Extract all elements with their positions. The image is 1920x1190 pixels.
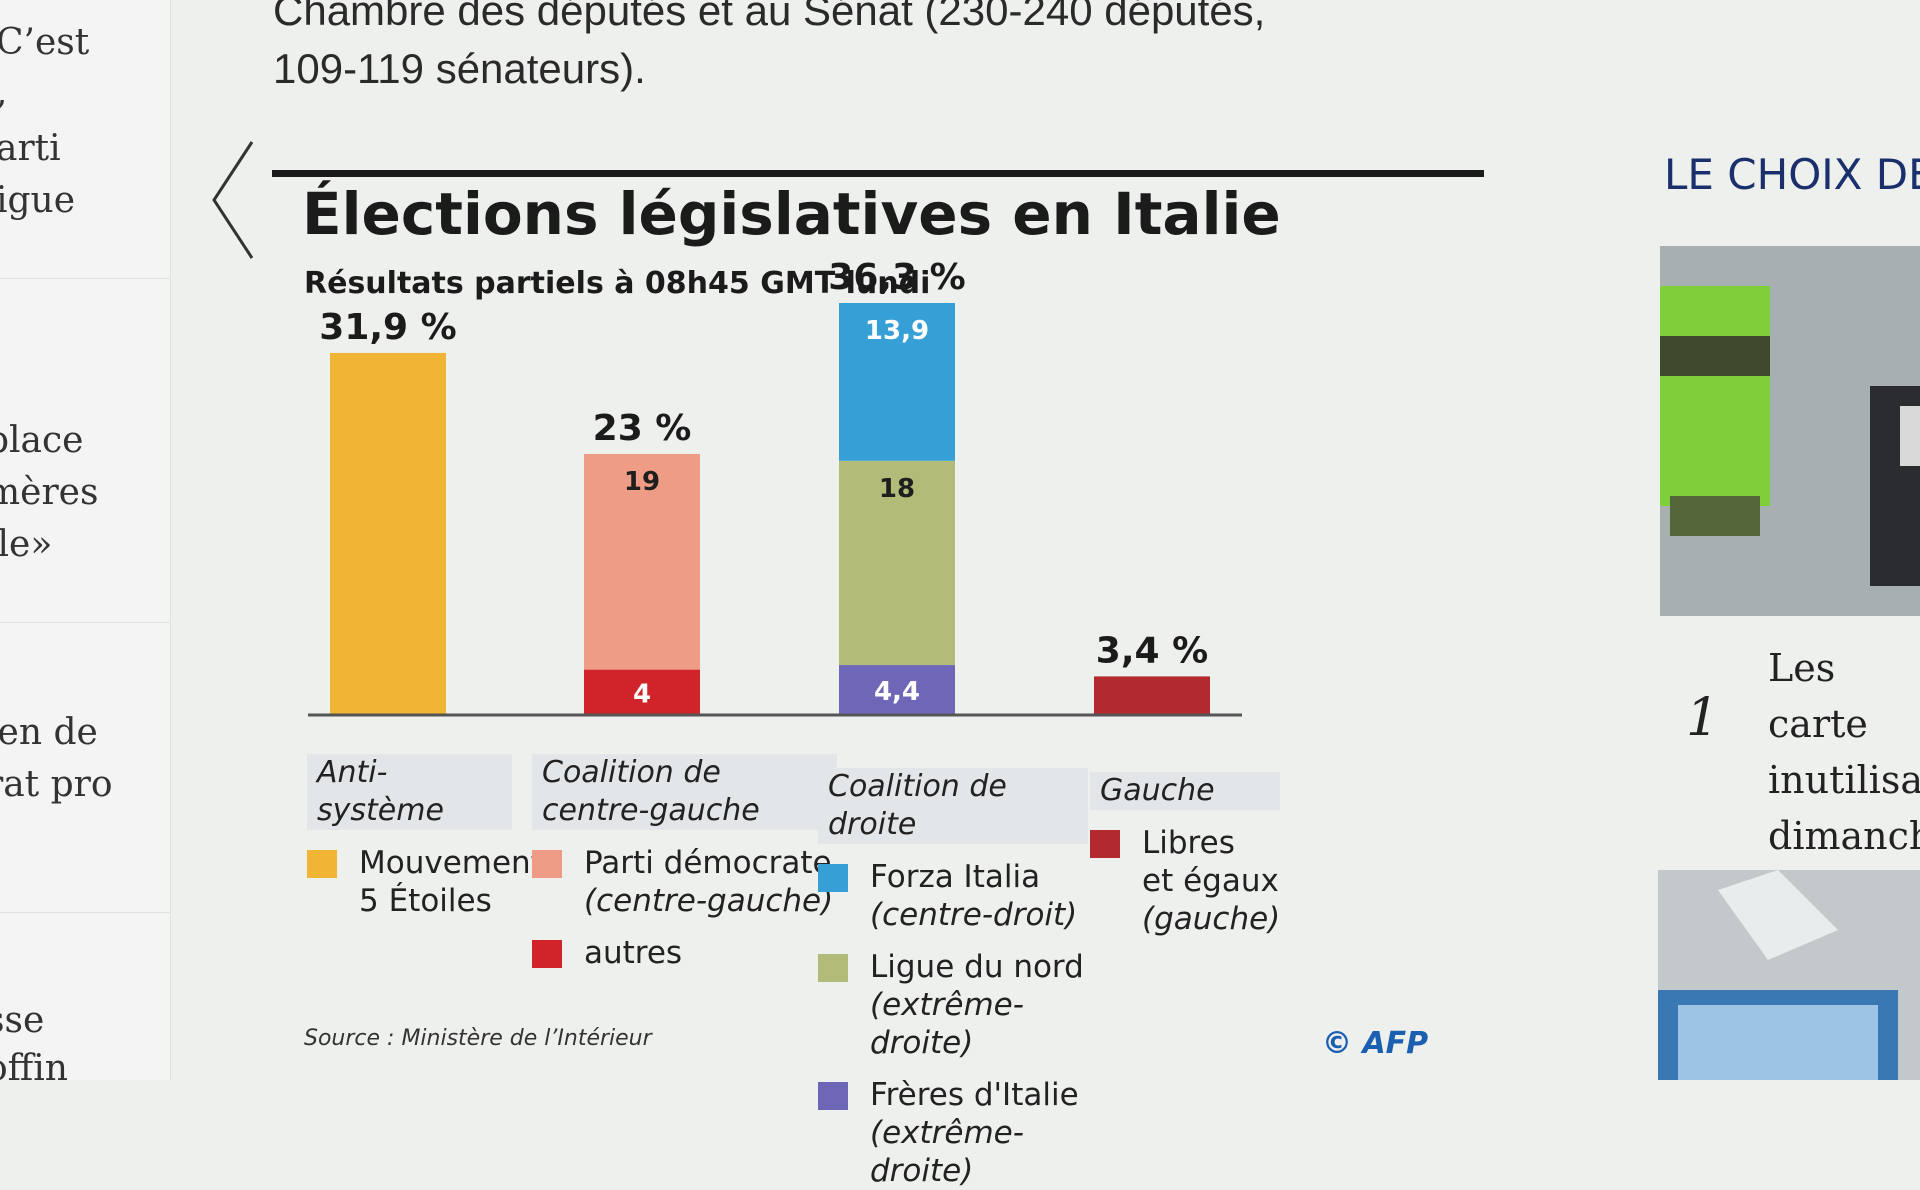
sidebar-thumbnail[interactable] — [1658, 870, 1920, 1080]
legend-swatch — [1090, 830, 1120, 858]
left-text-fragment: mères — [0, 472, 99, 513]
legend-group: Coalition de centre-gauche Parti démocrat… — [532, 754, 837, 972]
legend-label: Frères d'Italie — [870, 1077, 1079, 1113]
left-text-fragment: offin — [0, 1048, 68, 1080]
bar-total-label: 3,4 % — [1096, 630, 1208, 671]
legend-group-header: Coalition de droite — [818, 768, 1088, 844]
bar-segment — [839, 460, 955, 666]
segment-value-label: 4 — [633, 679, 651, 709]
legend-group: Anti-système Mouvement 5 Étoiles — [307, 754, 543, 920]
bar-segment — [584, 669, 700, 715]
bar-total-label: 31,9 % — [319, 307, 456, 348]
left-text-fragment: ien de — [0, 712, 98, 753]
legend-label: Ligue du nord — [870, 949, 1084, 985]
legend-group-header: Anti-système — [307, 754, 512, 830]
source-note: Source : Ministère de l’Intérieur — [304, 1026, 652, 1051]
legend-note: (extrême-droite) — [870, 1115, 1024, 1189]
chart-subtitle: Résultats partiels à 08h45 GMT lundi — [304, 266, 931, 301]
legend-label: Libres et égaux — [1142, 825, 1279, 899]
bar-total-label: 36,3 % — [828, 257, 965, 298]
infographic: Élections législatives en Italie Résulta… — [272, 150, 1484, 1189]
left-text-fragment: place — [0, 420, 84, 461]
legend-label: Forza Italia — [870, 859, 1041, 895]
legend-label: autres — [584, 935, 683, 971]
segment-value-label: 19 — [624, 467, 660, 497]
legend-item: Frères d'Italie (extrême-droite) — [818, 1076, 1088, 1190]
left-divider — [0, 912, 170, 913]
left-text-fragment: , — [0, 72, 7, 113]
top-rule — [272, 170, 1484, 177]
sidebar-heading: LE CHOIX DE — [1664, 150, 1920, 199]
legend-swatch — [532, 940, 562, 968]
legend-group-header: Gauche — [1090, 772, 1280, 810]
legend-label: Mouvement 5 Étoiles — [359, 845, 543, 919]
bar-segment — [839, 665, 955, 715]
legend-note: (extrême-droite) — [870, 987, 1024, 1061]
legend-item: Mouvement 5 Étoiles — [307, 844, 543, 920]
legend-item: Libres et égaux (gauche) — [1090, 824, 1280, 938]
left-divider — [0, 278, 170, 279]
bar-segment — [584, 453, 700, 670]
legend-label: Parti démocrate — [584, 845, 832, 881]
left-divider — [0, 622, 170, 623]
legend-item: Parti démocrate (centre-gauche) — [532, 844, 837, 920]
sidebar-thumbnail[interactable] — [1660, 246, 1920, 616]
article-paragraph: Chambre des députés et au Sénat (230-240… — [273, 0, 1473, 98]
legend-note: (gauche) — [1142, 901, 1281, 937]
bar-segment — [330, 352, 446, 715]
legend-item: autres — [532, 934, 837, 972]
sidebar-item-link[interactable]: Les carte inutilisal dimanch — [1768, 646, 1920, 858]
article-line: 109-119 sénateurs). — [273, 45, 646, 92]
legend-group-header: Coalition de centre-gauche — [532, 754, 837, 830]
bar-chart: 31,9 % 4 19 23 % 4,4 18 13,9 36,3 % 3,4 % — [308, 257, 1242, 717]
legend-group: Coalition de droite Forza Italia (centre-d… — [818, 768, 1088, 1190]
left-text-fragment: rat pro — [0, 764, 113, 805]
bar-segment — [839, 303, 955, 461]
legend-swatch — [818, 954, 848, 982]
legend-swatch — [818, 864, 848, 892]
segment-value-label: 4,4 — [874, 677, 920, 707]
legend-swatch — [307, 850, 337, 878]
left-text-fragment: sse — [0, 1000, 45, 1041]
copyright-logo: © AFP — [1322, 1026, 1429, 1061]
legend-item: Ligue du nord (extrême-droite) — [818, 948, 1088, 1062]
left-text-fragment: C’est — [0, 22, 90, 63]
sidebar: LE CHOIX DE 1 Les carte inutilisal diman… — [1640, 0, 1920, 1080]
chart-title: Élections législatives en Italie — [302, 180, 1281, 248]
previous-slide-arrow-icon[interactable] — [208, 138, 258, 262]
legend-note: (centre-gauche) — [584, 883, 834, 919]
left-text-fragment: lle» — [0, 524, 53, 565]
article-line: Chambre des députés et au Sénat (230-240… — [273, 0, 1266, 34]
left-article-column: C’est , arti igue place mères lle» ien d… — [0, 0, 171, 1080]
legend-swatch — [532, 850, 562, 878]
thumbnail-image-icon — [1660, 246, 1920, 616]
segment-value-label: 13,9 — [865, 316, 929, 346]
legend-swatch — [818, 1082, 848, 1110]
thumbnail-image-icon — [1658, 870, 1920, 1080]
segment-value-label: 18 — [879, 474, 915, 504]
legend-note: (centre-droit) — [870, 897, 1078, 933]
bar-total-label: 23 % — [593, 408, 692, 449]
bar-segment — [1094, 676, 1210, 715]
legend-group: Gauche Libres et égaux (gauche) — [1090, 772, 1280, 938]
left-text-fragment: arti — [0, 128, 61, 169]
sidebar-item-number: 1 — [1686, 688, 1720, 748]
legend-item: Forza Italia (centre-droit) — [818, 858, 1088, 934]
left-text-fragment: igue — [0, 180, 76, 221]
